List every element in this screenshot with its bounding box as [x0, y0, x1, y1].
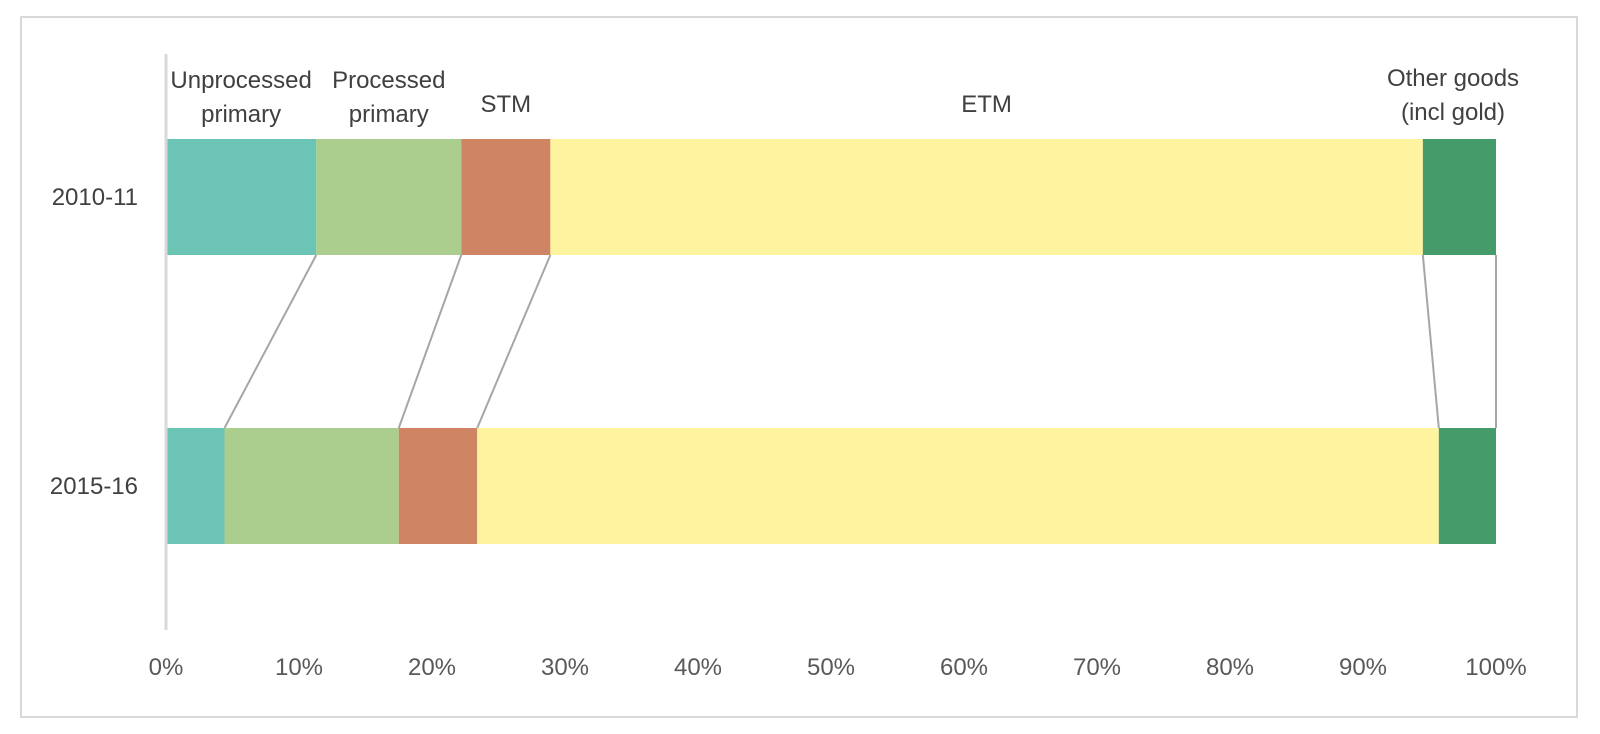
- connector-line: [1423, 255, 1439, 428]
- series-label: ETM: [961, 91, 1012, 118]
- x-tick-label: 80%: [1206, 654, 1254, 681]
- x-tick-label: 60%: [940, 654, 988, 681]
- series-label: primary: [349, 101, 429, 128]
- bar-segment-processed-primary: [225, 428, 399, 544]
- bar-segment-stm: [399, 428, 477, 544]
- bar-segment-etm: [477, 428, 1439, 544]
- bar-segment-other-goods-incl-gold: [1439, 428, 1496, 544]
- bar-segment-etm: [550, 139, 1422, 255]
- series-label: Other goods: [1387, 65, 1519, 92]
- x-tick-label: 100%: [1465, 654, 1526, 681]
- x-tick-label: 70%: [1073, 654, 1121, 681]
- x-tick-label: 20%: [408, 654, 456, 681]
- connector-line: [399, 255, 462, 428]
- series-label: primary: [201, 101, 281, 128]
- series-label: STM: [480, 91, 531, 118]
- category-label: 2015-16: [50, 473, 138, 500]
- stacked-bar-chart: 2010-11 2015-16 0% 10% 20% 30% 40% 50% 60% 70% 80%…: [22, 18, 1578, 718]
- x-tick-label: 90%: [1339, 654, 1387, 681]
- x-tick-label: 40%: [674, 654, 722, 681]
- x-tick-label: 50%: [807, 654, 855, 681]
- series-label: Unprocessed: [170, 67, 311, 94]
- category-label: 2010-11: [52, 184, 138, 211]
- series-label: (incl gold): [1401, 99, 1505, 126]
- x-tick-label: 0%: [149, 654, 184, 681]
- bar-segment-processed-primary: [316, 139, 461, 255]
- bar-segment-other-goods-incl-gold: [1423, 139, 1496, 255]
- x-tick-label: 10%: [275, 654, 323, 681]
- chart-frame: 2010-11 2015-16 0% 10% 20% 30% 40% 50% 60% 70% 80%…: [20, 16, 1578, 718]
- bar-segment-unprocessed-primary: [166, 139, 316, 255]
- bar-segment-unprocessed-primary: [166, 428, 225, 544]
- x-tick-label: 30%: [541, 654, 589, 681]
- connector-line: [225, 255, 317, 428]
- connector-line: [477, 255, 550, 428]
- bar-segment-stm: [461, 139, 550, 255]
- series-label: Processed: [332, 67, 445, 94]
